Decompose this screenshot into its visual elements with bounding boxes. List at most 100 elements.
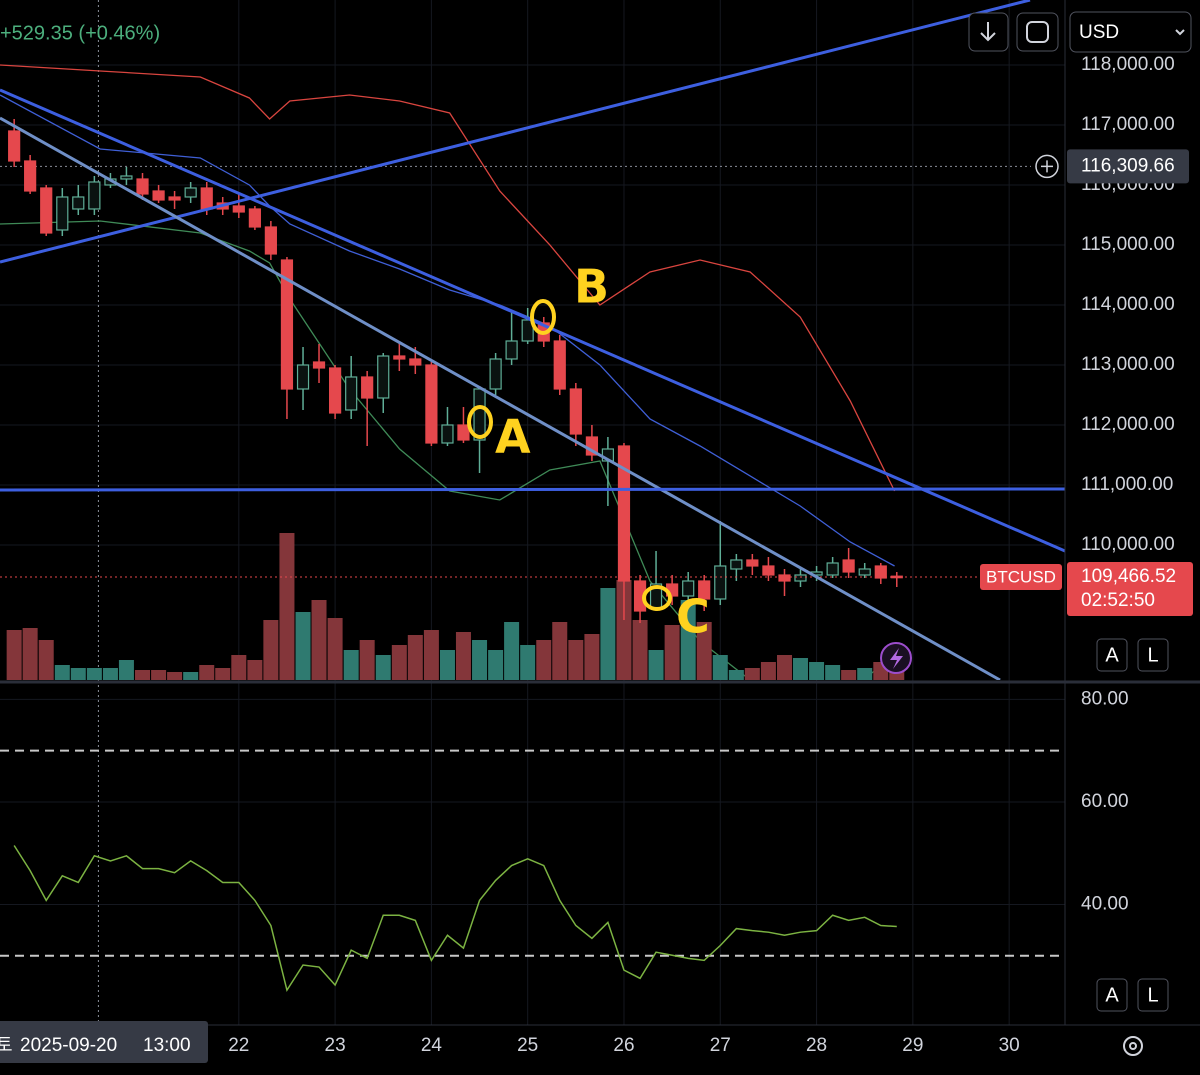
volume-bar — [680, 600, 696, 680]
annotation: A — [495, 410, 531, 464]
crosshair-price-box — [1067, 149, 1189, 184]
horizontal-line — [0, 487, 1065, 492]
log-scale-button[interactable] — [1137, 638, 1169, 672]
candle-body — [794, 574, 807, 582]
volume-bar — [760, 662, 776, 680]
candle-body — [617, 445, 631, 582]
candle-body — [88, 181, 101, 210]
settings-icon — [1129, 1042, 1137, 1050]
y-tick-label: 80.00 — [1081, 688, 1129, 709]
log-scale-label: L — [1147, 644, 1158, 666]
x-tick-label: 29 — [902, 1035, 923, 1056]
auto-scale-button[interactable] — [1096, 978, 1128, 1012]
last-price-box — [1067, 562, 1193, 617]
volume-bar — [279, 533, 295, 680]
volume-bar — [391, 645, 407, 680]
volume-bar — [343, 650, 359, 680]
y-tick-label: 112,000.00 — [1081, 414, 1175, 435]
candle-body — [425, 364, 438, 444]
volume-bar — [263, 620, 279, 680]
candle-body — [874, 565, 887, 579]
dropdown-arrow — [1175, 29, 1185, 36]
log-scale-button[interactable] — [1137, 978, 1169, 1012]
band-line — [0, 94, 895, 567]
candle-body — [441, 424, 454, 444]
volume-bar — [648, 650, 664, 680]
volume-bar — [809, 662, 825, 680]
volume-bar — [857, 668, 873, 680]
volume-bar — [215, 668, 231, 680]
candle-body — [569, 388, 582, 435]
trend-line — [0, 0, 1031, 264]
candle-body — [457, 424, 470, 441]
x-tick-label: 28 — [806, 1035, 827, 1056]
volume-bar — [135, 670, 151, 680]
candle-body — [200, 187, 213, 210]
volume-bar — [167, 672, 183, 680]
volume-bar — [488, 650, 504, 680]
overlay: BTCUSD 109,466.52 02:52:50 116,309.66 토 2025-… — [0, 149, 1193, 1063]
y-tick-label: 110,000.00 — [1081, 534, 1175, 555]
candle-body — [248, 208, 261, 228]
settings-button[interactable] — [1123, 1036, 1143, 1056]
volume-bar — [664, 625, 680, 680]
annotation-circle — [467, 405, 493, 439]
x-tick-label: 23 — [325, 1035, 346, 1056]
candle-body — [264, 226, 277, 255]
y-tick-label: 60.00 — [1081, 791, 1129, 812]
volume-bar — [423, 630, 439, 680]
volume-bar — [295, 612, 311, 680]
annotation-circle — [642, 585, 672, 611]
y-tick-label: 117,000.00 — [1081, 114, 1175, 135]
x-tick-label: 25 — [517, 1035, 538, 1056]
volume-bar — [407, 635, 423, 680]
volume-bar — [327, 618, 343, 680]
volume-bar — [568, 640, 584, 680]
candle-body — [393, 355, 406, 360]
trend-line — [0, 116, 1001, 680]
volume-bar — [455, 632, 471, 680]
volume-bar — [439, 650, 455, 680]
volume-bar — [38, 640, 54, 680]
volume-bar — [311, 600, 327, 680]
candle-body — [730, 559, 743, 570]
y-tick-label: 40.00 — [1081, 894, 1129, 915]
price-pane — [0, 64, 1065, 680]
volume-bar — [584, 634, 600, 680]
volume-bar — [600, 588, 616, 680]
crosshair-price-label: 116,309.66 — [1081, 155, 1175, 176]
annotation-circle — [530, 299, 556, 335]
rsi-pane — [0, 749, 1065, 993]
candle-body — [473, 388, 486, 441]
volume-bar — [696, 622, 712, 680]
currency-dropdown[interactable] — [1069, 11, 1192, 53]
volume-bar — [70, 668, 86, 680]
fullscreen-icon — [1026, 21, 1049, 43]
volume-bar — [472, 640, 488, 680]
rsi-line — [13, 845, 897, 993]
last-price-label: 109,466.52 — [1081, 566, 1176, 587]
candle-body — [746, 559, 759, 567]
candle-body — [714, 565, 727, 600]
volume-bar — [792, 658, 808, 680]
candle-body — [72, 196, 85, 210]
volume-bar — [841, 670, 857, 680]
auto-scale-button[interactable] — [1096, 638, 1128, 672]
volume-bar — [359, 640, 375, 680]
volume-bar — [6, 630, 22, 680]
y-tick-label: 118,000.00 — [1081, 54, 1175, 75]
x-tick-label: 26 — [613, 1035, 634, 1056]
volume-bar — [552, 622, 568, 680]
y-tick-label: 115,000.00 — [1081, 234, 1175, 255]
candle-body — [184, 187, 197, 198]
x-tick-label: 27 — [710, 1035, 731, 1056]
fullscreen-button[interactable] — [1016, 12, 1059, 52]
axes: 110,000.00 111,000.00 112,000.00 113,000.00… — [228, 54, 1174, 1056]
crosshair-date-label: 2025-09-20 — [20, 1035, 117, 1056]
candle-body — [56, 196, 69, 231]
candle-body — [232, 205, 245, 213]
symbol-label: BTCUSD — [986, 567, 1056, 586]
candle-body — [120, 175, 133, 180]
